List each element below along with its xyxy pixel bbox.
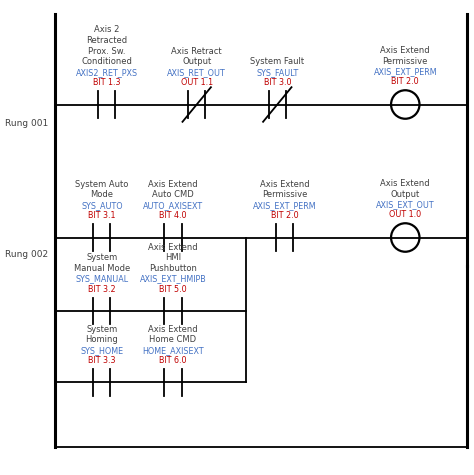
Text: BIT 3.1: BIT 3.1	[88, 211, 116, 220]
Text: BIT 3.2: BIT 3.2	[88, 285, 116, 294]
Text: Axis Extend
Permissive: Axis Extend Permissive	[260, 180, 309, 200]
Text: Axis Retract
Output: Axis Retract Output	[172, 47, 222, 66]
Text: Axis Extend
HMI
Pushbutton: Axis Extend HMI Pushbutton	[148, 243, 198, 273]
Text: AXIS_EXT_HMIPB: AXIS_EXT_HMIPB	[140, 275, 206, 284]
Text: BIT 4.0: BIT 4.0	[159, 211, 187, 220]
Text: Axis Extend
Home CMD: Axis Extend Home CMD	[148, 324, 198, 344]
Text: BIT 3.3: BIT 3.3	[88, 356, 116, 365]
Text: SYS_HOME: SYS_HOME	[81, 346, 123, 355]
Text: AXIS_EXT_OUT: AXIS_EXT_OUT	[376, 200, 435, 209]
Text: HOME_AXISEXT: HOME_AXISEXT	[142, 346, 204, 355]
Text: AXIS_RET_OUT: AXIS_RET_OUT	[167, 68, 226, 77]
Text: Axis Extend
Permissive: Axis Extend Permissive	[381, 46, 430, 66]
Text: BIT 2.0: BIT 2.0	[392, 77, 419, 86]
Text: Axis Extend
Output: Axis Extend Output	[381, 179, 430, 199]
Text: BIT 2.0: BIT 2.0	[271, 211, 298, 220]
Text: BIT 6.0: BIT 6.0	[159, 356, 187, 365]
Text: Axis Extend
Auto CMD: Axis Extend Auto CMD	[148, 180, 198, 200]
Text: BIT 5.0: BIT 5.0	[159, 285, 187, 294]
Text: OUT 1.1: OUT 1.1	[181, 78, 213, 87]
Text: SYS_MANUAL: SYS_MANUAL	[75, 275, 128, 284]
Text: BIT 3.0: BIT 3.0	[264, 78, 291, 87]
Text: SYS_FAULT: SYS_FAULT	[256, 68, 299, 77]
Text: AXIS_EXT_PERM: AXIS_EXT_PERM	[253, 201, 316, 210]
Text: System Auto
Mode: System Auto Mode	[75, 180, 128, 200]
Text: BIT 1.3: BIT 1.3	[93, 78, 120, 87]
Text: System Fault: System Fault	[250, 57, 304, 67]
Text: Rung 002: Rung 002	[5, 250, 48, 258]
Text: System
Homing: System Homing	[85, 324, 118, 344]
Text: Rung 001: Rung 001	[5, 119, 48, 128]
Text: System
Manual Mode: System Manual Mode	[74, 253, 130, 273]
Text: Axis 2
Retracted
Prox. Sw.
Conditioned: Axis 2 Retracted Prox. Sw. Conditioned	[81, 25, 132, 67]
Text: AXIS_EXT_PERM: AXIS_EXT_PERM	[374, 67, 437, 76]
Text: OUT 1.0: OUT 1.0	[389, 210, 421, 219]
Text: SYS_AUTO: SYS_AUTO	[81, 201, 123, 210]
Text: AUTO_AXISEXT: AUTO_AXISEXT	[143, 201, 203, 210]
Text: AXIS2_RET_PXS: AXIS2_RET_PXS	[75, 68, 138, 77]
